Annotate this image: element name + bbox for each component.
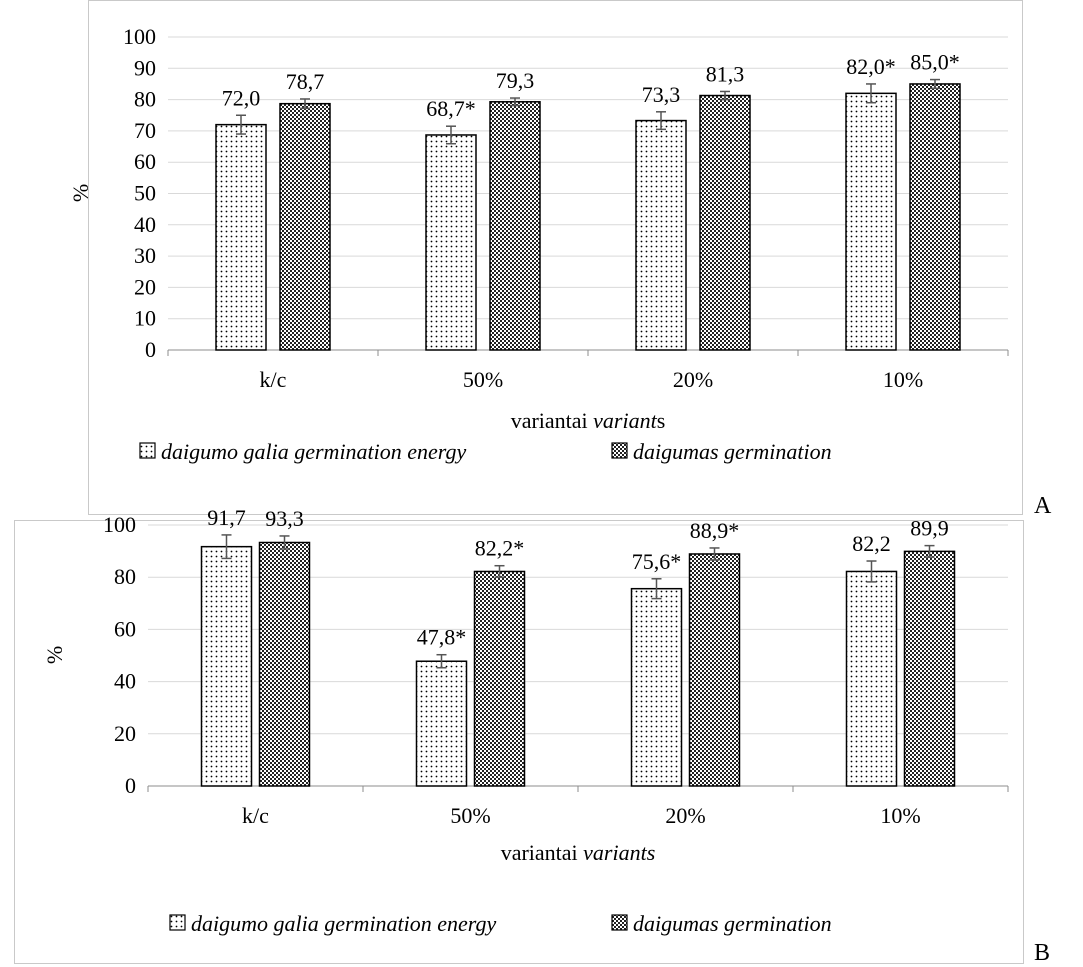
panel-b-y-tick-label: 40 — [114, 669, 136, 694]
panel-a-y-tick-label: 50 — [134, 181, 156, 206]
panel-a-legend-swatch — [611, 442, 628, 459]
panel-b-data-label: 82,2 — [852, 531, 891, 556]
panel-a-legend-swatch — [139, 442, 156, 459]
panel-b-bar-germination-energy — [630, 587, 683, 787]
panel-a-x-tick-label: 20% — [673, 367, 713, 392]
panel-b-y-tick-label: 100 — [103, 512, 136, 537]
panel-a-data-label: 73,3 — [642, 82, 681, 107]
panel-b-y-tick-label: 20 — [114, 721, 136, 746]
panel-b-y-tick-label: 0 — [125, 773, 136, 798]
panel-b-x-tick-label: 10% — [880, 803, 920, 828]
panel-a-y-tick-label: 30 — [134, 243, 156, 268]
panel-a-y-tick-label: 10 — [134, 306, 156, 331]
panel-b-data-label: 91,7 — [207, 505, 246, 530]
panel-a-bar-germination — [489, 101, 541, 351]
panel-a-bar-germination-energy — [635, 119, 687, 351]
panel-a-y-axis-title: % — [68, 184, 93, 202]
panel-b-x-tick-label: 50% — [450, 803, 490, 828]
panel-b-x-tick-label: 20% — [665, 803, 705, 828]
panel-b-y-tick-label: 80 — [114, 564, 136, 589]
panel-a-y-tick-label: 0 — [145, 337, 156, 362]
panel-a-data-label: 78,7 — [286, 69, 325, 94]
panel-b-legend-swatch — [611, 914, 628, 931]
panel-a-y-tick-label: 70 — [134, 118, 156, 143]
panel-b-data-label: 75,6* — [632, 549, 682, 574]
panel-a-data-label: 79,3 — [496, 68, 535, 93]
panel-a-data-label: 81,3 — [706, 61, 745, 86]
panel-a-bar-germination — [279, 102, 331, 351]
panel-a-bar-germination — [699, 94, 751, 351]
panel-b-y-axis-title: % — [42, 646, 67, 664]
panel-b-x-axis-title: variantai variants — [501, 840, 656, 865]
panel-a-y-tick-label: 60 — [134, 149, 156, 174]
panel-b-bar-germination-energy — [200, 545, 253, 787]
panel-letter-b: B — [1034, 940, 1051, 966]
panel-a-y-tick-label: 40 — [134, 212, 156, 237]
panel-b-data-label: 47,8* — [417, 625, 467, 650]
panel-b-legend-label: daigumas germination — [633, 911, 832, 936]
panel-b-bar-germination — [903, 550, 956, 787]
panel-b-bar-germination — [258, 541, 311, 787]
panel-a-legend-label: daigumo galia germination energy — [161, 439, 467, 464]
panel-b-x-tick-label: k/c — [242, 803, 269, 828]
panel-b-y-tick-label: 60 — [114, 616, 136, 641]
panel-a-data-label: 85,0* — [910, 50, 960, 75]
panel-a-data-label: 72,0 — [222, 85, 261, 110]
panel-b-bar-germination-energy — [415, 660, 468, 787]
panel-a-y-tick-label: 20 — [134, 274, 156, 299]
panel-a-bar-germination-energy — [845, 92, 897, 351]
panel-b-bar-germination — [473, 570, 526, 787]
panel-b-bar-germination-energy — [845, 570, 898, 787]
panel-b-legend-label: daigumo galia germination energy — [191, 911, 497, 936]
panel-a-bar-germination — [909, 83, 961, 351]
panel-b-data-label: 88,9* — [690, 518, 740, 543]
panel-b-legend-swatch — [169, 914, 186, 931]
panel-a-x-axis-title: variantai variants — [511, 408, 666, 433]
panel-a-x-tick-label: 10% — [883, 367, 923, 392]
panel-a-y-tick-label: 100 — [123, 24, 156, 49]
panel-b-data-label: 82,2* — [475, 536, 525, 561]
panel-b-bar-germination — [688, 553, 741, 787]
panel-a-bar-germination-energy — [215, 123, 267, 351]
panel-letter-a: A — [1034, 493, 1052, 519]
panel-a-bar-germination-energy — [425, 134, 477, 351]
panel-a-data-label: 68,7* — [426, 96, 476, 121]
panel-a-x-tick-label: k/c — [260, 367, 287, 392]
panel-a-data-label: 82,0* — [846, 54, 896, 79]
panel-a-y-tick-label: 80 — [134, 87, 156, 112]
panel-a-y-tick-label: 90 — [134, 55, 156, 80]
panel-a-x-tick-label: 50% — [463, 367, 503, 392]
panel-b-data-label: 93,3 — [265, 506, 304, 531]
panel-a-legend-label: daigumas germination — [633, 439, 832, 464]
panel-b-data-label: 89,9 — [910, 516, 949, 541]
